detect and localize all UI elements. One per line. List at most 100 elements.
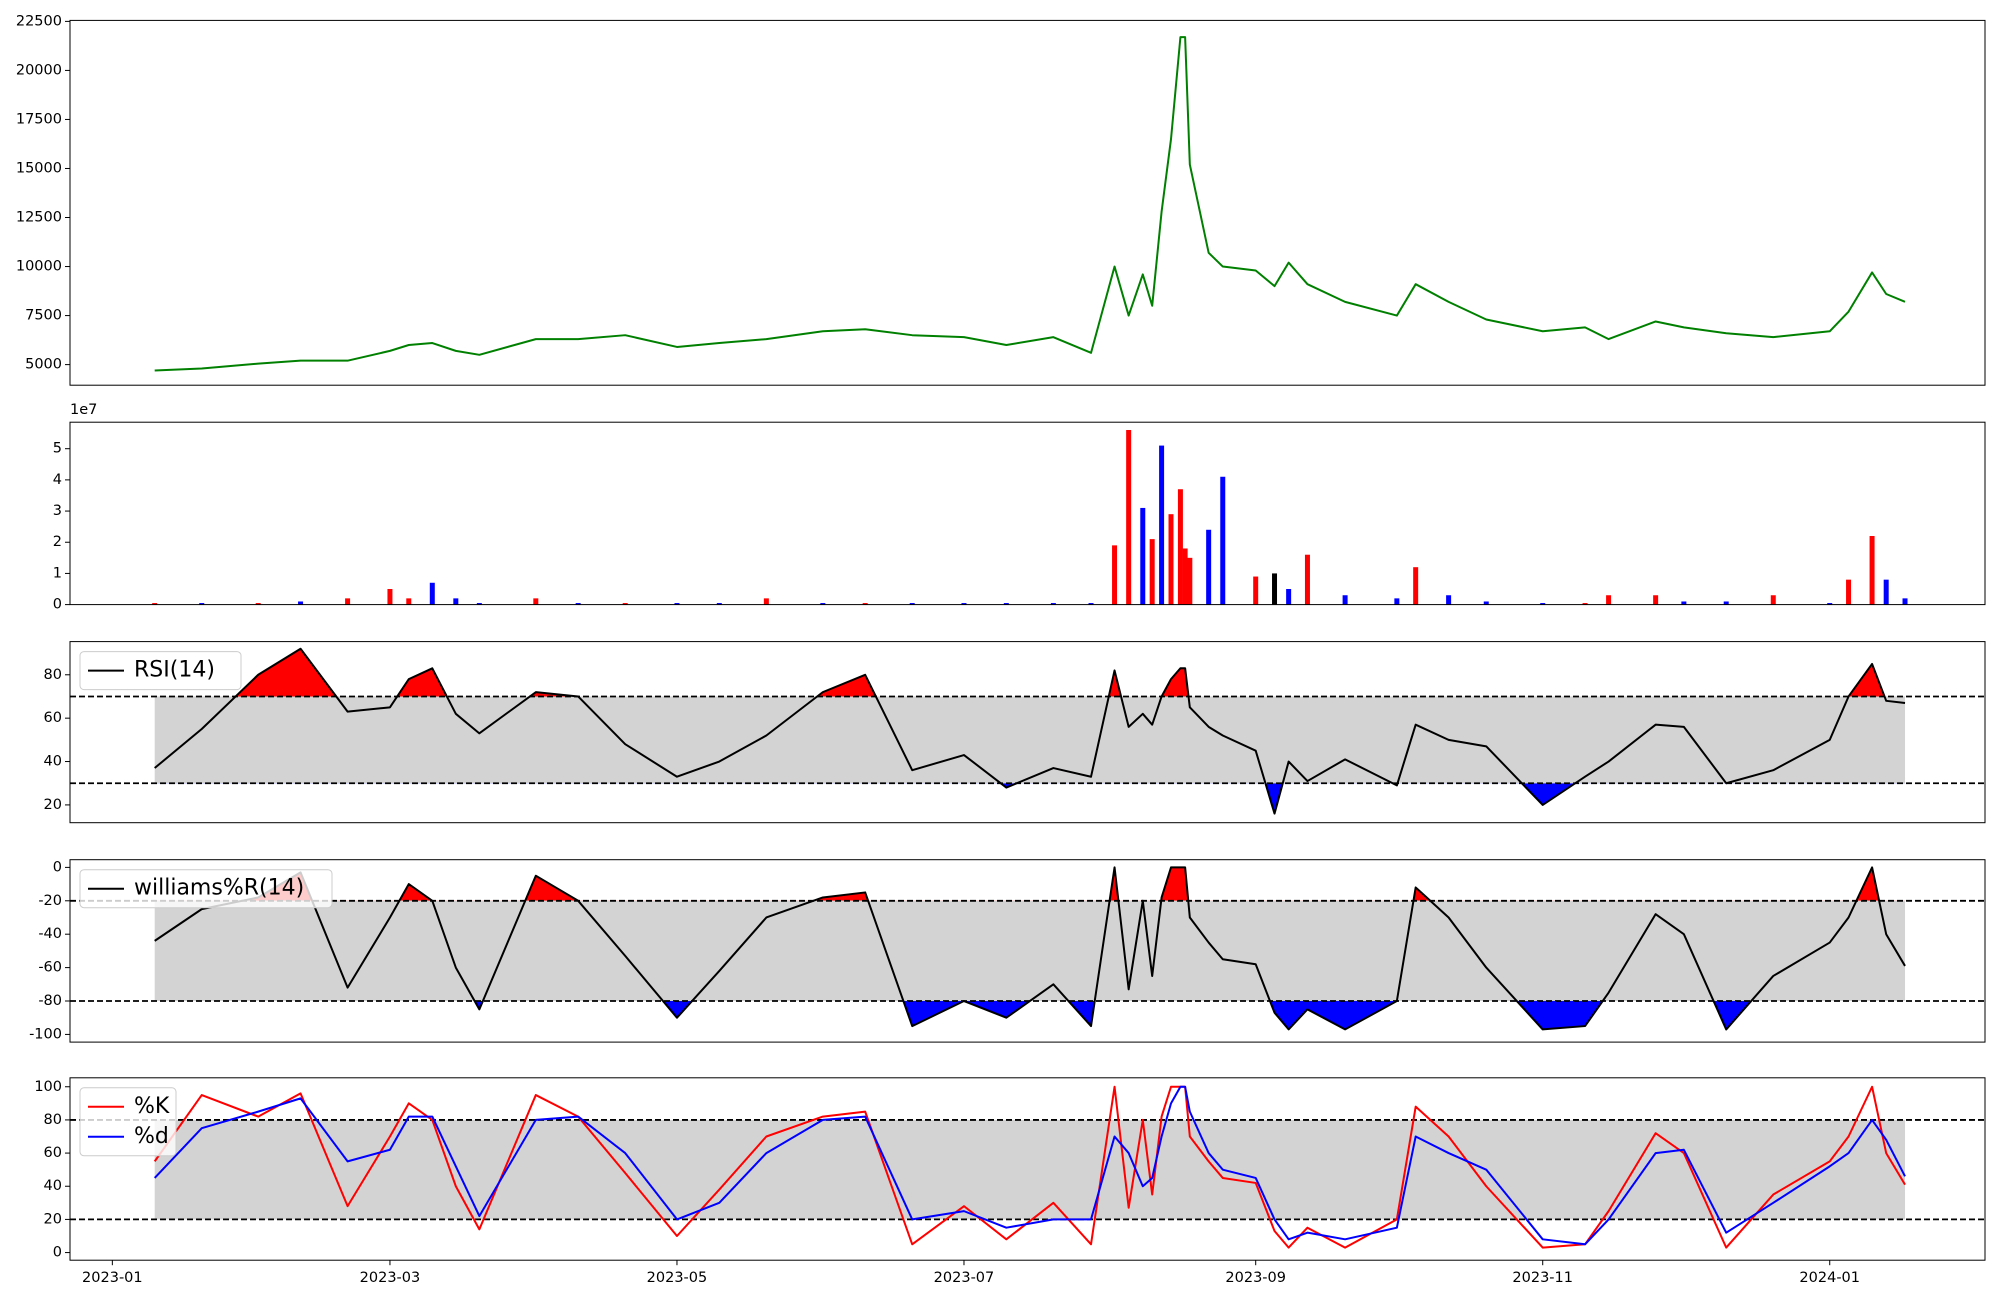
x-tick-label: 2023-07	[934, 1270, 995, 1286]
y-tick-label: 15000	[16, 160, 62, 176]
y-tick-label: -40	[38, 926, 62, 942]
volume-bar	[1272, 573, 1278, 605]
y-tick-label: 0	[53, 859, 62, 875]
y-tick-label: 60	[44, 710, 62, 726]
neutral-band	[154, 900, 1906, 1002]
y-tick-label: -60	[38, 960, 62, 976]
y-tick-label: 40	[44, 754, 62, 770]
y-tick-label: 5000	[25, 357, 62, 373]
volume-bar	[533, 598, 539, 605]
volume-bar	[298, 601, 304, 605]
volume-bar	[716, 603, 722, 605]
y-tick-label: 40	[44, 1178, 62, 1194]
volume-bar	[1606, 595, 1612, 605]
volume-bar	[152, 603, 158, 605]
volume-bar	[1112, 545, 1118, 605]
series-line	[153, 1085, 1906, 1246]
volume-bar	[1869, 536, 1875, 605]
legend-label: RSI(14)	[134, 658, 215, 683]
volume-bar	[1723, 601, 1729, 605]
volume-bar	[345, 598, 351, 605]
y-tick-label: 7500	[25, 308, 62, 324]
volume-bar	[255, 603, 261, 605]
volume-bar	[199, 603, 205, 605]
legend-label: %K	[134, 1094, 170, 1119]
y-tick-label: 100	[34, 1079, 62, 1095]
volume-bar	[1149, 539, 1155, 605]
volume-bar	[1126, 429, 1132, 605]
volume-bar	[575, 603, 581, 605]
volume-bar	[1342, 595, 1348, 605]
volume-bar	[1770, 595, 1776, 605]
series-line	[154, 866, 1906, 1031]
volume-bar	[1206, 529, 1212, 605]
volume-bar	[622, 603, 628, 605]
volume-bar	[1902, 598, 1908, 605]
neutral-band	[154, 696, 1906, 784]
volume-bar	[1140, 507, 1146, 605]
series-line	[154, 647, 1906, 815]
legend-label: williams%R(14)	[134, 876, 304, 901]
volume-bar	[476, 603, 482, 605]
y-tick-label: 17500	[16, 111, 62, 127]
volume-bar	[1681, 601, 1687, 605]
y-tick-label: 60	[44, 1145, 62, 1161]
volume-bar	[453, 598, 459, 605]
volume-bar	[763, 598, 769, 605]
volume-bar	[387, 589, 393, 605]
volume-bar	[1187, 557, 1193, 605]
volume-bar	[1883, 579, 1889, 605]
y-tick-label: 80	[44, 1112, 62, 1128]
legend-box	[79, 869, 333, 909]
axes-frame	[69, 859, 1986, 1043]
x-tick-label: 2023-03	[360, 1270, 421, 1286]
volume-bar	[1286, 589, 1292, 605]
x-tick-label: 2023-11	[1512, 1270, 1573, 1286]
volume-bar	[1394, 598, 1400, 605]
volume-bar	[909, 603, 915, 605]
volume-bar	[1446, 595, 1452, 605]
volume-bar	[820, 603, 826, 605]
y-tick-label: 4	[53, 472, 62, 488]
volume-bar	[406, 598, 412, 605]
legend-label: %d	[134, 1124, 169, 1149]
y-tick-label: -80	[38, 993, 62, 1009]
y-tick-label: 22500	[16, 13, 62, 29]
y-tick-label: 20	[44, 797, 62, 813]
axes-frame	[69, 19, 1986, 386]
axes-frame	[69, 641, 1986, 824]
volume-bar	[961, 603, 967, 605]
series-line	[153, 1085, 1906, 1249]
volume-bar	[1827, 603, 1833, 605]
y-tick-label: 2	[53, 534, 62, 550]
y-tick-label: -100	[29, 1026, 62, 1042]
volume-bar	[1413, 567, 1419, 605]
axes-frame	[69, 1077, 1986, 1261]
legend-box	[79, 651, 242, 691]
oversold-fill	[154, 1001, 1906, 1030]
axes-frame	[69, 421, 1986, 606]
volume-bar	[1653, 595, 1659, 605]
x-tick-label: 2024-01	[1799, 1270, 1860, 1286]
y-tick-label: 3	[53, 503, 62, 519]
volume-bar	[1050, 603, 1056, 605]
volume-bar	[1168, 514, 1174, 605]
x-tick-label: 2023-09	[1225, 1270, 1286, 1286]
y-tick-label: 0	[53, 1245, 62, 1261]
volume-bar	[429, 582, 435, 605]
volume-bar	[1003, 603, 1009, 605]
volume-bar	[1088, 603, 1094, 605]
volume-bar	[1159, 445, 1165, 605]
volume-bar	[1220, 476, 1226, 605]
y-tick-label: 20	[44, 1211, 62, 1227]
y-tick-label: 80	[44, 667, 62, 683]
y-tick-label: -20	[38, 893, 62, 909]
volume-bar	[1483, 601, 1489, 605]
volume-bar	[674, 603, 680, 605]
x-tick-label: 2023-01	[82, 1270, 143, 1286]
volume-bar	[1540, 603, 1546, 605]
series-line	[154, 36, 1906, 372]
volume-bar	[862, 603, 868, 605]
